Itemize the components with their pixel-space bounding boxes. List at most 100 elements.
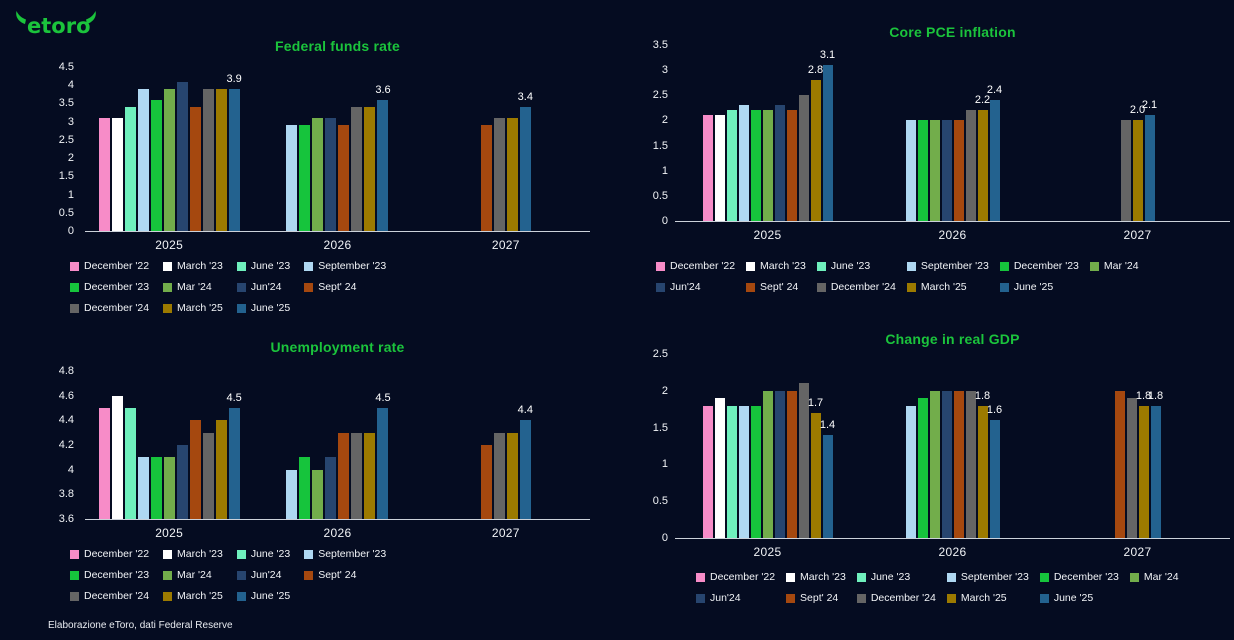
y-tick-label: 4.8	[58, 365, 74, 377]
y-tick-label: 1.5	[58, 170, 74, 183]
legend-label: June '23	[870, 571, 911, 583]
chart-body: 0 0.5 1 1.5 2 2.5 3 3.5 4 4.5 3.9 3.6 3.4	[0, 61, 620, 237]
legend-label: December '22	[710, 571, 776, 583]
legend-label: Sept' 24	[318, 281, 357, 293]
legend-item: June '23	[856, 571, 936, 583]
legend-swatch-icon	[746, 282, 756, 292]
chart-panel-unemployment-rate: Unemployment rate 3.6 3.8 4 4.2 4.4 4.6 4.8 4.…	[0, 320, 620, 640]
bar-value-label: 1.8	[1135, 389, 1152, 402]
legend-item: December '24	[70, 590, 149, 602]
legend-swatch-icon	[304, 261, 314, 271]
legend-swatch-icon	[163, 591, 173, 601]
bar-group-2025: 2.8 3.1	[675, 45, 860, 221]
bar-june-25: 3.1	[820, 49, 835, 221]
bar-june-25: 1.6	[987, 404, 1002, 538]
bull-horn-left-icon	[16, 11, 26, 24]
chart-body: 0 0.5 1 1.5 2 2.5 1.7 1.4 1.8 1.6 1.8 1.8	[620, 348, 1234, 544]
legend-label: Sept' 24	[760, 281, 799, 293]
legend-swatch-icon	[163, 549, 173, 559]
x-axis-labels: 2025 2026 2027	[85, 526, 590, 540]
legend-item: September '23	[906, 260, 989, 272]
legend-swatch-icon	[906, 261, 916, 271]
legend-item: Sept' 24	[746, 281, 806, 293]
legend-label: June '25	[250, 590, 291, 602]
y-tick-label: 4.4	[58, 414, 74, 427]
bar-jun-24	[941, 120, 952, 221]
x-category-label: 2025	[753, 228, 782, 242]
bar-mar-24	[163, 457, 175, 519]
chart-title: Change in real GDP	[885, 331, 1020, 347]
bar-group-2026: 4.5	[253, 371, 421, 519]
legend-item: March '23	[163, 260, 223, 272]
legend-label: Mar '24	[1143, 571, 1179, 583]
legend-label: June '25	[250, 302, 291, 314]
y-axis: 0 0.5 1 1.5 2 2.5 3 3.5 4 4.5	[0, 61, 74, 237]
legend-swatch-icon	[163, 570, 173, 580]
x-category-label: 2025	[155, 238, 184, 252]
x-category-label: 2026	[323, 238, 352, 252]
legend-label: December '22	[84, 260, 150, 272]
bar-value-label: 2.4	[986, 84, 1003, 97]
legend-item: September '23	[304, 548, 386, 560]
legend-label: March '23	[177, 260, 223, 272]
legend-label: June '25	[1013, 281, 1054, 293]
y-tick-label: 3	[67, 115, 74, 128]
bar-sept-24	[189, 420, 201, 519]
legend-item: December '24	[70, 302, 149, 314]
bar-march-25	[506, 118, 518, 231]
y-tick-label: 2.5	[652, 348, 668, 360]
legend-label: December '24	[84, 302, 150, 314]
legend-item: Jun'24	[236, 569, 290, 581]
y-tick-label: 4	[67, 79, 74, 92]
legend-swatch-icon	[236, 303, 246, 313]
bar-september-23	[137, 457, 149, 519]
y-tick-label: 0	[661, 532, 668, 544]
bar-value-label: 1.7	[807, 396, 824, 409]
bar-value-label: 1.4	[819, 418, 836, 431]
legend-swatch-icon	[163, 261, 173, 271]
bar-september-23	[137, 88, 149, 231]
x-axis-labels: 2025 2026 2027	[85, 238, 590, 252]
bar-december-23	[299, 125, 311, 231]
bar-group-2025: 1.7 1.4	[675, 354, 860, 538]
legend-label: December '23	[84, 281, 150, 293]
bar-group-2026: 1.8 1.6	[860, 354, 1045, 538]
legend-item: June '25	[236, 302, 291, 314]
bar-march-25	[506, 432, 518, 519]
legend-item: June '23	[816, 260, 896, 272]
bar-december-24	[493, 118, 505, 231]
legend-swatch-icon	[70, 570, 79, 580]
bar-mar-24	[163, 88, 175, 231]
legend-item: December '23	[1039, 571, 1119, 583]
legend-label: Jun'24	[710, 592, 741, 604]
legend-item: September '23	[946, 571, 1029, 583]
bar-december-24	[202, 88, 214, 231]
bar-march-25	[364, 107, 376, 231]
legend-label: March '25	[960, 592, 1007, 604]
bar-june-23	[726, 405, 737, 538]
bar-june-25: 1.8	[1148, 390, 1163, 538]
legend-swatch-icon	[70, 549, 79, 559]
legend-item: December '22	[70, 260, 149, 272]
bar-june-23	[124, 107, 136, 231]
legend-swatch-icon	[746, 261, 756, 271]
y-tick-label: 3.8	[58, 488, 74, 501]
bar-sept-24	[786, 110, 797, 221]
bar-december-23	[750, 110, 761, 221]
legend-item: Mar '24	[1089, 260, 1139, 272]
bar-jun-24	[176, 81, 188, 231]
bar-december-24	[1126, 398, 1137, 538]
legend-item: June '25	[999, 281, 1079, 293]
legend-swatch-icon	[999, 261, 1009, 271]
legend: December '22 March '23 June '23 September '…	[70, 548, 620, 602]
y-tick-label: 1	[661, 458, 668, 471]
y-tick-label: 2.5	[652, 89, 668, 102]
bar-september-23	[286, 469, 298, 519]
bar-march-25: 1.7	[808, 397, 823, 538]
legend-swatch-icon	[816, 261, 826, 271]
bar-march-23	[714, 115, 725, 221]
legend-label: September '23	[920, 260, 989, 272]
bar-jun-24	[774, 105, 785, 221]
bar-value-label: 2.2	[974, 94, 991, 107]
bar-march-23	[111, 118, 123, 231]
